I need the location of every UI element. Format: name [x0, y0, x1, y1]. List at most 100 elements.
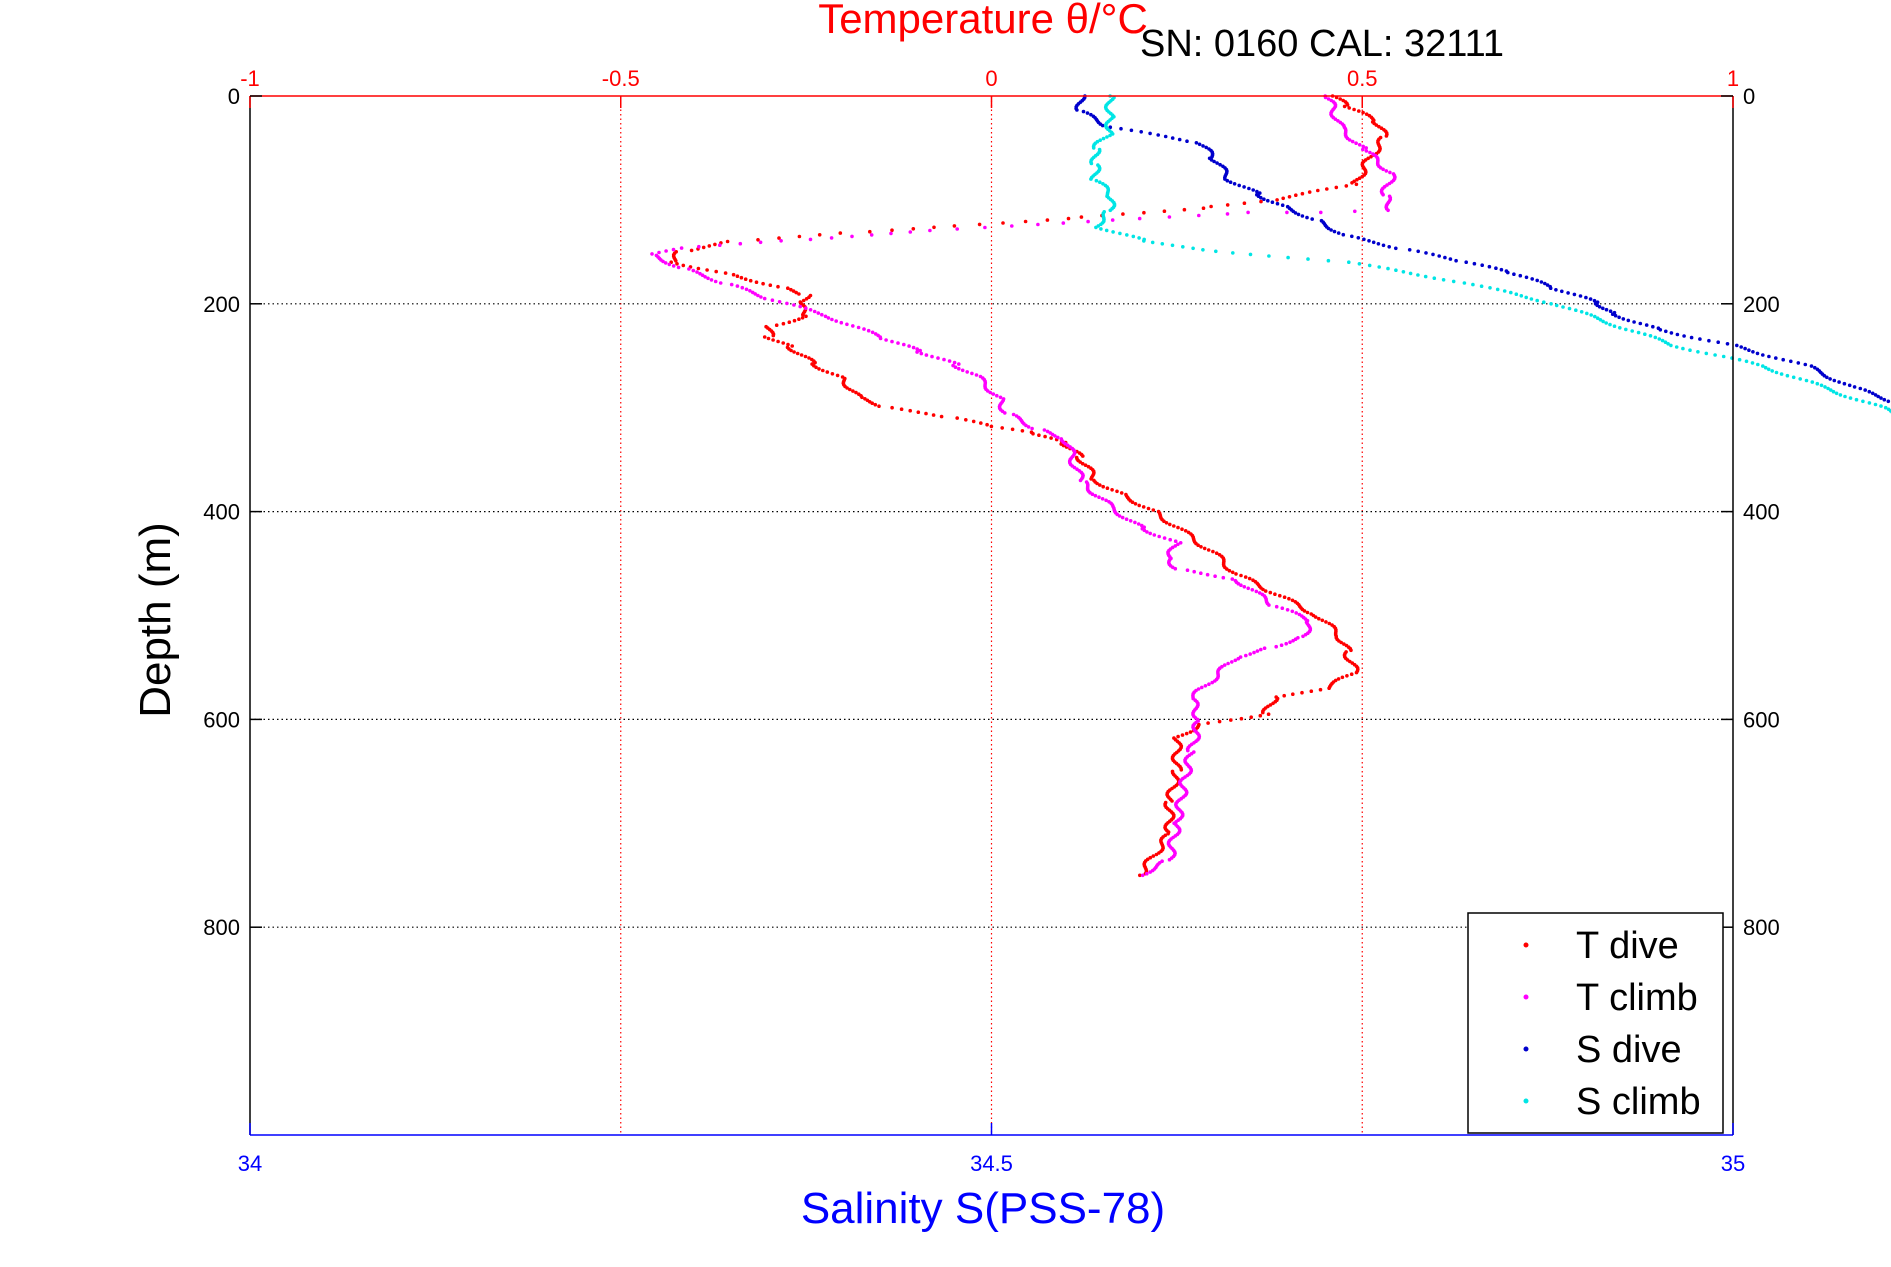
data-point	[1229, 718, 1233, 722]
data-point	[1358, 262, 1362, 266]
data-point	[1804, 363, 1808, 367]
data-point	[850, 235, 854, 239]
data-point	[1627, 319, 1631, 323]
data-point	[1585, 312, 1589, 316]
data-point	[1361, 148, 1365, 152]
data-point	[1874, 403, 1878, 407]
data-point	[740, 276, 744, 280]
data-point	[1343, 105, 1347, 109]
data-point	[1354, 141, 1358, 145]
data-point	[1506, 271, 1510, 275]
legend-marker	[1524, 995, 1529, 1000]
data-point	[1632, 320, 1636, 324]
data-point	[726, 240, 730, 244]
data-point	[1164, 135, 1168, 139]
x-axis-bottom-label: Salinity S(PSS-78)	[801, 1184, 1165, 1233]
data-point	[769, 283, 773, 287]
data-point	[804, 306, 808, 310]
legend-label: S dive	[1576, 1029, 1682, 1071]
data-point	[1385, 169, 1389, 173]
data-point	[748, 289, 752, 293]
data-point	[992, 392, 996, 396]
data-point	[902, 343, 906, 347]
data-point	[745, 288, 749, 292]
data-point	[851, 389, 855, 393]
data-point	[1251, 588, 1255, 592]
data-point	[1104, 499, 1108, 503]
data-point	[1347, 260, 1351, 264]
data-point	[1252, 651, 1256, 655]
data-point	[1283, 595, 1287, 599]
data-point	[1696, 350, 1700, 354]
data-point	[1172, 524, 1176, 528]
data-point	[1488, 286, 1492, 290]
data-point	[1480, 263, 1484, 267]
data-point	[797, 292, 801, 296]
data-point	[1887, 400, 1891, 404]
data-point	[1075, 108, 1079, 112]
data-point	[1178, 138, 1182, 142]
data-point	[1604, 321, 1608, 325]
data-point	[1037, 433, 1041, 437]
data-point	[1500, 268, 1504, 272]
data-point	[801, 313, 805, 317]
data-point	[730, 283, 734, 287]
data-point	[1317, 617, 1321, 621]
data-point	[1097, 495, 1101, 499]
legend-label: T dive	[1576, 925, 1679, 967]
data-point	[793, 319, 797, 323]
data-point	[763, 335, 767, 339]
legend-label: T climb	[1576, 977, 1698, 1019]
data-point	[1798, 377, 1802, 381]
data-point	[1549, 286, 1553, 290]
data-point	[1306, 611, 1310, 615]
data-point	[1353, 210, 1357, 214]
data-point	[741, 286, 745, 290]
data-point	[1284, 642, 1288, 646]
data-point	[1540, 280, 1544, 284]
data-point	[1316, 189, 1320, 193]
data-point	[1797, 361, 1801, 365]
data-point	[1111, 230, 1115, 234]
data-point	[1488, 265, 1492, 269]
y-left-tick-label: 200	[203, 292, 240, 317]
data-point	[1110, 488, 1114, 492]
data-point	[925, 353, 929, 357]
data-point	[1664, 330, 1668, 334]
data-point	[979, 421, 983, 425]
data-point	[677, 266, 681, 270]
data-point	[1566, 291, 1570, 295]
data-point	[817, 311, 821, 315]
data-point	[1823, 385, 1827, 389]
data-point	[1716, 340, 1720, 344]
data-point	[1698, 337, 1702, 341]
data-point	[668, 263, 672, 267]
data-point	[1659, 328, 1663, 332]
data-point	[1098, 138, 1102, 142]
data-point	[804, 315, 808, 319]
data-point	[1464, 260, 1468, 264]
data-point	[1203, 547, 1207, 551]
data-point	[1275, 605, 1279, 609]
x-bottom-tick-label: 34.5	[970, 1151, 1013, 1176]
data-point	[1142, 505, 1146, 509]
x-top-tick-label: 1	[1727, 66, 1739, 91]
data-point	[1337, 231, 1341, 235]
data-point	[1085, 480, 1089, 484]
y-right-tick-label: 200	[1743, 292, 1780, 317]
data-point	[1261, 711, 1265, 715]
data-point	[862, 327, 866, 331]
data-point	[1855, 398, 1859, 402]
data-point	[932, 226, 936, 230]
data-point	[928, 229, 932, 233]
data-point	[1561, 305, 1565, 309]
data-point	[1367, 239, 1371, 243]
data-point	[1519, 274, 1523, 278]
data-point	[978, 223, 982, 227]
data-point	[1130, 129, 1134, 133]
data-point	[800, 353, 804, 357]
data-point	[1868, 390, 1872, 394]
data-point	[1102, 137, 1106, 141]
data-point	[1530, 297, 1534, 301]
